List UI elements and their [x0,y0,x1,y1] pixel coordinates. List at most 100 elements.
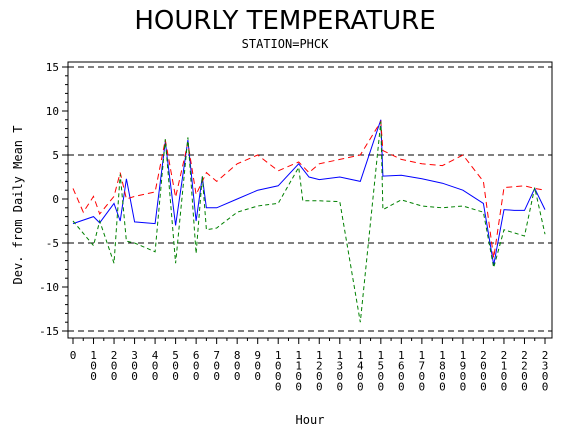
x-tick-label: 2 [542,349,549,362]
series-line-2 [72,120,546,259]
x-tick-label: 0 [152,370,159,383]
x-tick-label: 0 [131,370,138,383]
x-tick-label: 0 [316,381,323,394]
x-tick-label: 0 [378,370,385,383]
x-tick-label: 0 [398,370,405,383]
x-tick-label: 0 [501,370,508,383]
x-tick-label: 8 [439,360,446,373]
series-lines [72,119,546,323]
x-tick-label: 6 [398,360,405,373]
x-tick-label: 0 [357,370,364,383]
x-tick-label: 0 [275,370,282,383]
x-tick-label: 0 [172,360,179,373]
x-tick-label: 0 [254,360,261,373]
series-line-3 [72,121,546,323]
x-tick-label: 0 [501,381,508,394]
x-tick-label: 0 [111,360,118,373]
x-tick-label: 5 [172,349,179,362]
y-tick-label: -5 [46,237,59,250]
x-tick-label: 0 [480,370,487,383]
x-tick-label: 0 [275,381,282,394]
x-tick-label: 0 [378,381,385,394]
x-tick-label: 1 [419,349,426,362]
x-tick-label: 0 [419,370,426,383]
x-tick-label: 1 [357,349,364,362]
y-axis: -15 -10 -5 0 5 10 15 [39,61,68,338]
x-tick-label: 0 [419,381,426,394]
x-tick-label: 0 [70,349,77,362]
x-tick-label: 0 [480,360,487,373]
y-axis-label: Dev. from Daily Mean T [11,126,25,285]
x-tick-label: 1 [295,349,302,362]
x-tick-label: 0 [254,370,261,383]
x-tick-label: 1 [275,349,282,362]
plot-frame [67,61,553,339]
x-tick-label: 1 [460,349,467,362]
x-tick-label: 8 [234,349,241,362]
x-tick-label: 7 [213,349,220,362]
y-tick-label: 0 [52,193,59,206]
x-tick-label: 1 [316,349,323,362]
x-tick-label: 2 [521,349,528,362]
y-tick-label: 10 [46,105,59,118]
x-tick-label: 6 [193,349,200,362]
x-tick-label: 0 [439,381,446,394]
y-tick-label: -10 [39,281,59,294]
x-tick-label: 0 [336,370,343,383]
x-tick-label: 0 [521,370,528,383]
x-tick-label: 2 [480,349,487,362]
x-tick-label: 0 [234,370,241,383]
x-tick-label: 1 [90,349,97,362]
x-tick-label: 1 [336,349,343,362]
x-tick-label: 2 [501,349,508,362]
x-tick-label: 1 [501,360,508,373]
x-tick-label: 1 [295,360,302,373]
x-tick-label: 1 [439,349,446,362]
x-tick-label: 0 [480,381,487,394]
x-tick-label: 1 [398,349,405,362]
reference-lines [68,66,552,332]
x-tick-label: 1 [378,349,385,362]
series-line-1 [72,119,546,266]
x-tick-label: 0 [111,370,118,383]
x-tick-label: 3 [542,360,549,373]
x-tick-label: 0 [357,381,364,394]
x-tick-label: 0 [460,370,467,383]
x-axis: 0 100200300400500600700800900100011001200… [70,338,549,394]
x-tick-label: 4 [357,360,364,373]
y-tick-label: 15 [46,61,59,74]
x-tick-label: 2 [521,360,528,373]
x-tick-label: 5 [378,360,385,373]
x-tick-label: 0 [295,381,302,394]
x-tick-label: 2 [111,349,118,362]
x-tick-label: 0 [295,370,302,383]
x-tick-label: 3 [131,349,138,362]
x-tick-label: 0 [439,370,446,383]
x-tick-label: 0 [172,370,179,383]
x-tick-label: 4 [152,349,159,362]
x-tick-label: 0 [542,381,549,394]
y-tick-label: -15 [39,325,59,338]
x-tick-label: 0 [90,360,97,373]
x-tick-label: 0 [521,381,528,394]
chart-subtitle: STATION=PHCK [242,37,329,51]
x-tick-label: 2 [316,360,323,373]
x-tick-label: 9 [460,360,467,373]
x-tick-label: 0 [336,381,343,394]
x-tick-label: 7 [419,360,426,373]
chart-title: HOURLY TEMPERATURE [134,6,435,36]
x-tick-label: 0 [193,360,200,373]
x-tick-label: 0 [234,360,241,373]
x-tick-label: 0 [193,370,200,383]
x-tick-label: 3 [336,360,343,373]
x-tick-label: 9 [254,349,261,362]
x-tick-label: 0 [460,381,467,394]
x-tick-label: 0 [316,370,323,383]
x-tick-label: 0 [213,370,220,383]
x-tick-label: 0 [152,360,159,373]
x-tick-label: 0 [213,360,220,373]
x-tick-label: 0 [90,370,97,383]
x-tick-label: 0 [398,381,405,394]
x-tick-label: 0 [275,360,282,373]
